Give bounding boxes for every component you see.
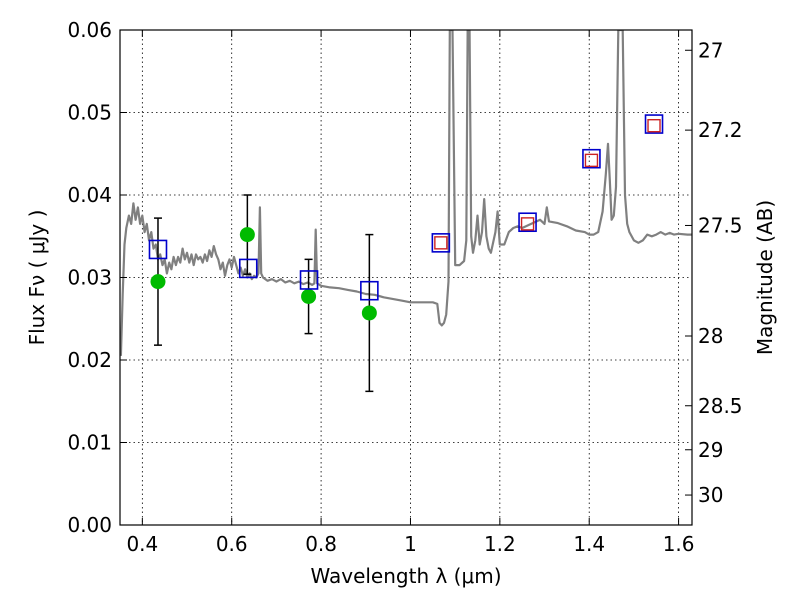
y2-axis-label: Magnitude (AB): [753, 200, 777, 355]
inner-photometry-square: [434, 236, 448, 250]
y2-tick-label: 28.5: [698, 394, 743, 418]
markers: [148, 114, 664, 393]
observed-point: [301, 288, 317, 304]
plot-area: [120, 30, 692, 356]
model-photometry-square: [360, 280, 379, 301]
model-photometry-square: [299, 270, 319, 290]
x-tick-label: 1.2: [484, 532, 516, 556]
x-axis-label: Wavelength λ (μm): [310, 564, 501, 588]
y-tick-label: 0.05: [67, 101, 112, 125]
y-tick-label: 0.01: [67, 431, 112, 455]
y2-tick-label: 29: [698, 438, 723, 462]
x-tick-label: 1: [404, 532, 417, 556]
y2-tick-label: 28: [698, 324, 723, 348]
model-photometry-square: [148, 239, 168, 260]
observed-point: [150, 274, 166, 290]
model-spectrum-line: [120, 30, 692, 356]
model-photometry-square: [238, 258, 258, 279]
model-photometry-square: [518, 212, 537, 233]
y-tick-label: 0.04: [67, 183, 112, 207]
observed-point: [239, 227, 255, 243]
y-tick-label: 0.06: [67, 18, 112, 42]
model-photometry-square: [582, 148, 601, 169]
inner-photometry-square: [584, 153, 599, 168]
x-tick-label: 1.6: [663, 532, 695, 556]
axes: 0.4 0.6 0.8 1 1.2 1.4 1.6 0.00 0.01 0.02 0.03 0.04 0…: [67, 18, 742, 556]
y2-tick-label: 27: [698, 38, 723, 62]
y-tick-label: 0.03: [67, 266, 112, 290]
x-tick-label: 0.4: [126, 532, 158, 556]
grid-lines: [120, 30, 692, 525]
model-photometry-square: [644, 114, 664, 134]
y-axis-label: Flux Fν ( μJy ): [25, 210, 49, 346]
x-tick-label: 0.6: [216, 532, 248, 556]
x-tick-label: 1.4: [573, 532, 605, 556]
y-tick-label: 0.02: [67, 348, 112, 372]
y-tick-label: 0.00: [67, 513, 112, 537]
observed-point: [361, 305, 377, 321]
y2-tick-label: 27.5: [698, 213, 743, 237]
x-tick-label: 0.8: [305, 532, 337, 556]
y2-tick-label: 30: [698, 483, 723, 507]
inner-photometry-square: [647, 118, 661, 133]
y2-tick-label: 27.2: [698, 118, 743, 142]
model-photometry-square: [431, 233, 451, 253]
inner-photometry-square: [520, 217, 535, 231]
